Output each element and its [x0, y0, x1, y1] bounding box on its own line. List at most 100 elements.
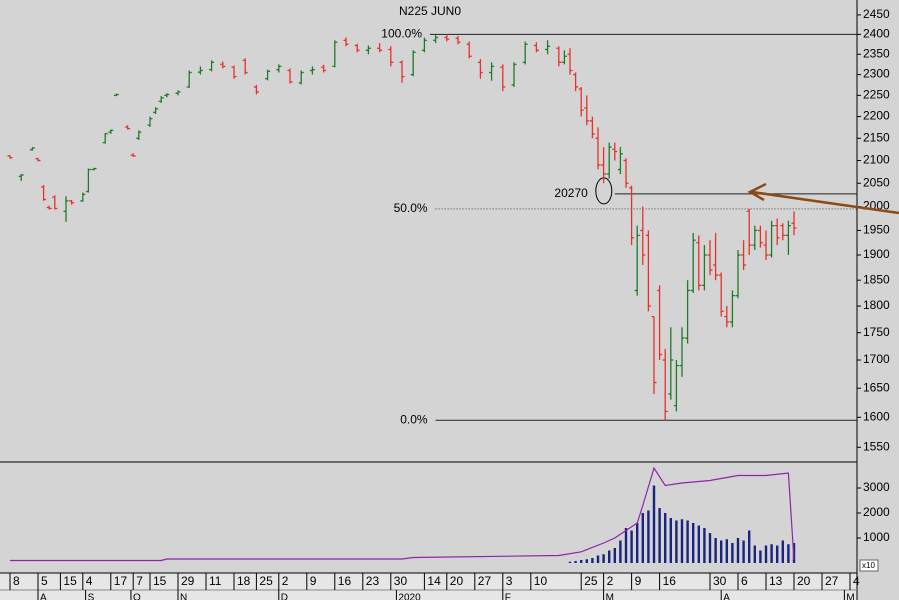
volume-bar — [748, 530, 751, 563]
y-tick-label: 1800 — [863, 298, 890, 312]
y-tick-label: 1950 — [863, 223, 890, 237]
volume-bar — [669, 518, 672, 563]
annotation-arrow — [747, 182, 899, 215]
y-tick-label: 2100 — [863, 153, 890, 167]
volume-bar — [647, 510, 650, 563]
volume-bar — [630, 530, 633, 563]
x-tick-label: 2 — [282, 574, 289, 588]
x-tick-label: 16 — [663, 574, 677, 588]
volume-bar — [585, 559, 588, 563]
y-tick-label: 3000 — [863, 480, 890, 494]
arrow-shaft — [751, 190, 899, 215]
volume-bar — [720, 540, 723, 563]
volume-bar — [658, 508, 661, 563]
x-tick-label: 15 — [63, 574, 77, 588]
month-label: F — [505, 593, 511, 600]
y-tick-label: 2050 — [863, 175, 890, 189]
volume-bar — [652, 485, 656, 563]
volume-bar — [692, 523, 695, 563]
volume-bar — [680, 519, 684, 563]
level-label: 0.0% — [400, 412, 428, 426]
volume-bar — [602, 554, 605, 563]
volume-bar — [753, 545, 756, 563]
volume-bar — [591, 558, 594, 563]
volume-bar — [781, 540, 784, 563]
x-tick-label: 27 — [825, 574, 839, 588]
volume-bar — [686, 520, 689, 563]
unit-box — [859, 559, 879, 572]
x-tick-label: 4 — [86, 574, 93, 588]
volume-bar — [613, 548, 616, 563]
volume-bar — [764, 545, 768, 563]
arrow-head — [747, 182, 767, 202]
level-label: 100.0% — [381, 27, 422, 41]
x-tick-label: 20 — [450, 574, 464, 588]
level-label: 20270 — [554, 186, 588, 200]
month-label: A — [40, 593, 47, 600]
x-tick-label: 11 — [209, 574, 222, 588]
volume-bar — [641, 513, 644, 563]
volume-bar — [776, 545, 779, 563]
y-tick-label: 2450 — [863, 7, 890, 21]
y-tick-label: 2350 — [863, 46, 890, 60]
x-axis-strip — [0, 573, 857, 600]
y-tick-label: 1700 — [863, 352, 890, 366]
volume-bar — [736, 538, 740, 563]
month-label: D — [281, 593, 288, 600]
chart-title: N225 JUN0 — [399, 4, 461, 18]
x-tick-label: 4 — [853, 574, 860, 588]
x-tick-label: 30 — [394, 574, 408, 588]
y-tick-label: 2250 — [863, 88, 890, 102]
volume-bar — [708, 533, 712, 563]
x-tick-label: 17 — [114, 574, 128, 588]
volume-bar — [742, 540, 745, 563]
y-tick-label: 1000 — [863, 530, 890, 544]
volume-bar — [664, 513, 667, 563]
x-tick-label: 30 — [713, 574, 727, 588]
x-tick-label: 23 — [366, 574, 380, 588]
y-tick-label: 2400 — [863, 27, 890, 41]
volume-bar — [636, 523, 639, 563]
y-tick-label: 1650 — [863, 380, 890, 394]
x-tick-label: 25 — [259, 574, 273, 588]
volume-bar — [703, 528, 706, 563]
volume-bar — [568, 561, 572, 563]
volume-bar — [697, 525, 700, 563]
month-label: S — [88, 593, 95, 600]
volume-bar — [714, 538, 717, 563]
volume-bar — [787, 544, 790, 563]
volume-bar — [624, 528, 628, 563]
volume-bar — [725, 539, 728, 563]
month-label: N — [180, 593, 187, 600]
x-tick-label: 29 — [181, 574, 195, 588]
y-tick-label: 2300 — [863, 67, 890, 81]
month-label: 2020 — [398, 593, 421, 600]
x-tick-label: 27 — [478, 574, 492, 588]
volume-bar — [596, 555, 600, 563]
x-tick-label: 3 — [506, 574, 513, 588]
volume-bar — [675, 520, 678, 563]
x-tick-label: 7 — [136, 574, 143, 588]
x-tick-label: 5 — [41, 574, 48, 588]
volume-bar — [619, 540, 622, 563]
y-tick-label: 2000 — [863, 505, 890, 519]
x-tick-label: 13 — [769, 574, 783, 588]
y-tick-label: 1750 — [863, 325, 890, 339]
month-label: M — [606, 593, 614, 600]
month-label: A — [723, 593, 730, 600]
x-tick-label: 9 — [635, 574, 642, 588]
y-tick-label: 2200 — [863, 109, 890, 123]
x-tick-label: 20 — [797, 574, 811, 588]
month-label: M — [846, 593, 854, 600]
x-tick-label: 15 — [153, 574, 167, 588]
x-tick-label: 14 — [427, 574, 441, 588]
volume-bar — [731, 543, 734, 563]
y-tick-label: 1850 — [863, 272, 890, 286]
y-tick-label: 1600 — [863, 409, 890, 423]
y-tick-label: 1550 — [863, 439, 890, 453]
x-tick-label: 2 — [607, 574, 614, 588]
x-tick-label: 10 — [534, 574, 548, 588]
x-tick-label: 18 — [237, 574, 251, 588]
